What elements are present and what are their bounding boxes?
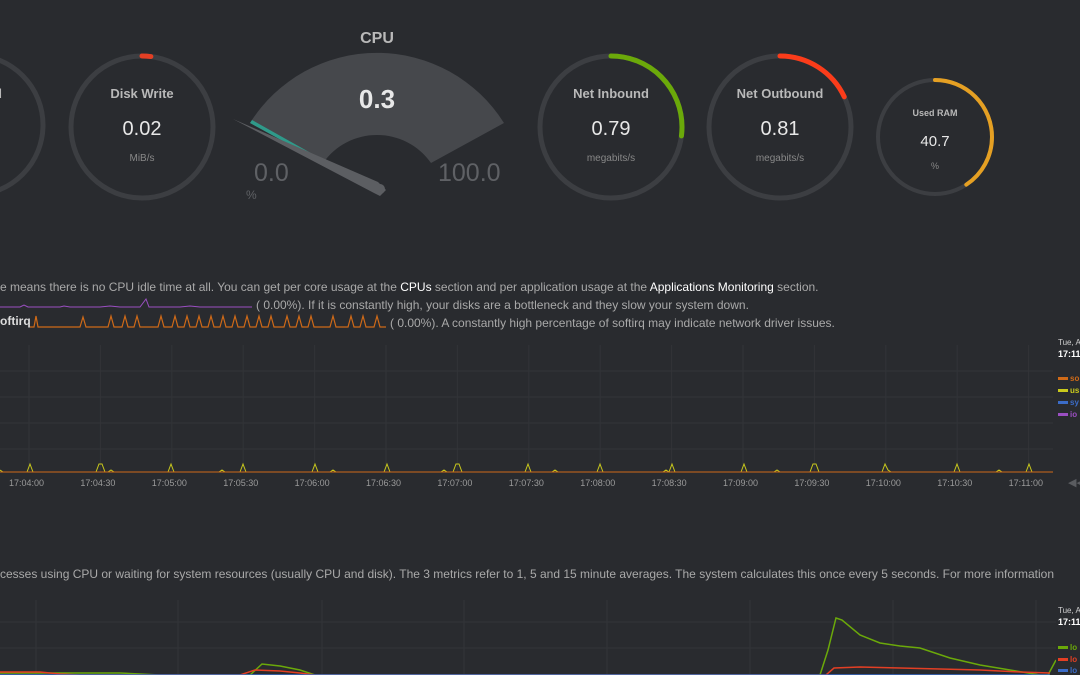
used-ram-title: Used RAM [912,108,958,118]
cpu-description-line1: e means there is no CPU idle time at all… [0,280,819,294]
load-legend-time: 17:11 [1058,617,1080,627]
softirq-label: oftirq [0,314,31,328]
cpu-unit: % [246,188,257,202]
cpu-series-user [0,462,1053,473]
load-legend-date: Tue, A [1058,606,1080,615]
cpu-gauge-needle [233,119,386,196]
legend-label: lo [1070,666,1078,675]
x-tick-label: 17:06:00 [294,478,330,488]
load-legend-item[interactable]: lo [1058,643,1077,652]
x-tick-label: 17:08:30 [651,478,687,488]
cpu-legend-item[interactable]: so [1058,374,1079,383]
legend-label: io [1070,410,1078,419]
partial-gauge-track [0,57,46,193]
disk-write-unit: MiB/s [129,153,155,164]
iowait-value: ( 0.00%). [256,298,305,312]
legend-swatch [1058,658,1068,662]
cpu-legend-date: Tue, A [1058,338,1080,347]
disk-write-arc [68,53,216,201]
x-tick-label: 17:10:30 [937,478,973,488]
x-tick-label: 17:11:00 [1008,478,1043,488]
applications-monitoring-link[interactable]: Applications Monitoring [649,280,774,294]
partial-gauge-title: d [0,86,6,101]
legend-swatch [1058,646,1068,650]
net-outbound-title: Net Outbound [736,86,824,101]
legend-label: lo [1070,655,1078,664]
iowait-sparkline [0,297,252,308]
legend-swatch [1058,377,1068,381]
rewind-icon[interactable]: ◀◀ [1068,477,1080,489]
used-ram-value: 40.7 [920,133,950,150]
net-inbound-title: Net Inbound [573,86,649,101]
net-outbound-unit: megabits/s [755,153,805,164]
load-series-1min [0,617,1056,675]
x-tick-label: 17:07:30 [508,478,544,488]
cpu-chart[interactable] [0,345,1056,475]
net-inbound-value: 0.79 [591,118,631,140]
x-tick-label: 17:10:00 [865,478,901,488]
load-description: cesses using CPU or waiting for system r… [0,567,1055,581]
legend-label: so [1070,374,1080,383]
legend-swatch [1058,413,1068,417]
cpu-gauge-track [250,52,504,164]
net-outbound-value: 0.81 [760,118,800,140]
legend-swatch [1058,401,1068,405]
softirq-description: ( 0.00%). A constantly high percentage o… [390,316,835,330]
cpu-title: CPU [360,30,394,47]
cpu-gauge-needle-hub [375,184,385,194]
x-tick-label: 17:07:00 [437,478,473,488]
legend-label: us [1070,386,1080,395]
x-tick-label: 17:09:00 [723,478,759,488]
cpu-chart-grid [0,345,1053,473]
disk-write-title: Disk Write [110,86,174,101]
legend-label: sy [1070,398,1079,407]
net-inbound-unit: megabits/s [586,153,636,164]
legend-swatch [1058,669,1068,673]
softirq-text: A constantly high percentage of softirq … [438,316,835,330]
iowait-description: ( 0.00%). If it is constantly high, your… [256,298,749,312]
cpu-legend-item[interactable]: sy [1058,398,1079,407]
gauges-svg [0,52,994,201]
cpu-min-label: 0.0 [254,159,289,187]
used-ram-arc [876,78,994,196]
cpu-legend-time: 17:11 [1058,349,1080,359]
cpu-desc-text-c: section. [773,280,819,294]
cpu-max-label: 100.0 [438,159,501,187]
cpu-desc-text-a: e means there is no CPU idle time at all… [0,280,401,294]
net-outbound-arc [706,53,854,201]
cpus-link[interactable]: CPUs [400,280,432,294]
net-inbound-arc [537,53,685,201]
iowait-text: If it is constantly high, your disks are… [304,298,749,312]
load-chart[interactable] [0,600,1056,675]
x-tick-label: 17:08:00 [580,478,616,488]
disk-write-value: 0.02 [122,118,162,140]
x-tick-label: 17:05:30 [223,478,259,488]
x-tick-label: 17:05:00 [151,478,187,488]
legend-swatch [1058,389,1068,393]
cpu-legend-item[interactable]: io [1058,410,1077,419]
x-tick-label: 17:04:30 [80,478,116,488]
load-chart-grid [0,600,1056,675]
cpu-value: 0.3 [358,84,396,114]
legend-label: lo [1070,643,1078,652]
load-legend-item[interactable]: lo [1058,655,1077,664]
load-legend-item[interactable]: lo [1058,666,1077,675]
cpu-legend-item[interactable]: us [1058,386,1079,395]
cpu-desc-text-b: section and per application usage at the [431,280,650,294]
softirq-sparkline [30,313,386,328]
x-tick-label: 17:04:00 [9,478,45,488]
used-ram-unit: % [930,161,939,171]
x-tick-label: 17:06:30 [366,478,402,488]
x-tick-label: 17:09:30 [794,478,830,488]
softirq-value: ( 0.00%). [390,316,439,330]
